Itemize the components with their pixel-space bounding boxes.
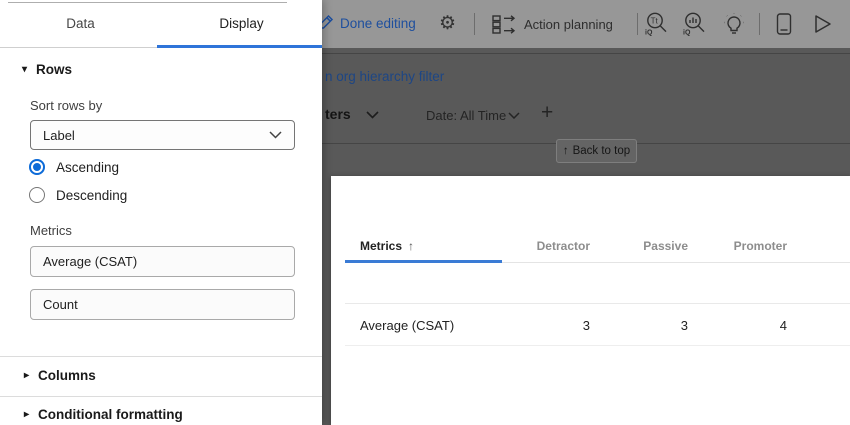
action-planning-label[interactable]: Action planning bbox=[524, 16, 613, 32]
chevron-down-icon bbox=[366, 111, 379, 119]
radio-descending[interactable]: Descending bbox=[29, 187, 127, 203]
mobile-preview-icon[interactable] bbox=[776, 0, 792, 48]
add-filter-button[interactable]: + bbox=[541, 101, 554, 124]
text-iq-icon[interactable]: Tt iQ bbox=[644, 0, 672, 48]
chevron-down-icon bbox=[269, 131, 282, 139]
date-filter[interactable]: Date: All Time bbox=[426, 108, 507, 123]
action-planning-icon[interactable] bbox=[492, 0, 516, 48]
svg-text:iQ: iQ bbox=[645, 30, 653, 37]
sort-ascending-icon: ↑ bbox=[408, 239, 415, 253]
done-editing-button[interactable]: Done editing bbox=[340, 16, 416, 31]
radio-ascending[interactable]: Ascending bbox=[29, 159, 119, 175]
metric-item-count[interactable]: Count bbox=[30, 289, 295, 320]
radio-unselected-icon bbox=[29, 187, 45, 203]
dashboard-toolbar bbox=[322, 0, 850, 48]
radio-selected-icon bbox=[29, 159, 45, 175]
caret-down-icon: ▾ bbox=[22, 64, 28, 75]
section-divider bbox=[0, 396, 322, 397]
toolbar-divider bbox=[759, 13, 760, 35]
table-widget-card: Metrics ↑ Detractor Passive Promoter Cou… bbox=[331, 176, 850, 425]
stats-iq-icon[interactable]: iQ bbox=[682, 0, 710, 48]
lightbulb-icon[interactable] bbox=[722, 0, 746, 48]
up-arrow-icon: ↑ bbox=[562, 145, 569, 157]
toolbar-divider bbox=[474, 13, 475, 35]
row-divider bbox=[345, 303, 850, 304]
header-divider bbox=[502, 262, 850, 263]
section-conditional-formatting[interactable]: ▸ Conditional formatting bbox=[24, 407, 183, 422]
table-cell: 4 bbox=[779, 318, 787, 333]
table-row-label: Average (CSAT) bbox=[360, 318, 455, 333]
sort-rows-by-select[interactable]: Label bbox=[30, 120, 295, 150]
active-tab-underline bbox=[157, 45, 322, 48]
svg-text:Tt: Tt bbox=[651, 17, 659, 26]
display-settings-panel: Data Display ▾ Rows Sort rows by Label A… bbox=[0, 0, 322, 425]
section-columns[interactable]: ▸ Columns bbox=[24, 368, 96, 383]
org-hierarchy-filter-link[interactable]: n org hierarchy filter bbox=[325, 69, 445, 84]
filters-label-partial[interactable]: ters bbox=[325, 106, 351, 122]
settings-gear-icon[interactable]: ⚙ bbox=[439, 13, 457, 34]
table-cell: 3 bbox=[680, 318, 688, 333]
section-divider bbox=[0, 356, 322, 357]
toolbar-divider bbox=[637, 13, 638, 35]
column-header-detractor[interactable]: Detractor bbox=[536, 239, 590, 253]
sorted-column-underline bbox=[345, 260, 502, 263]
tab-display[interactable]: Display bbox=[219, 16, 264, 31]
toolbar-bottom-divider bbox=[322, 53, 850, 54]
chevron-down-icon bbox=[508, 112, 520, 119]
column-header-promoter[interactable]: Promoter bbox=[733, 239, 787, 253]
caret-right-icon: ▸ bbox=[24, 409, 30, 420]
tab-divider bbox=[0, 47, 157, 48]
svg-text:iQ: iQ bbox=[683, 30, 691, 37]
tab-data[interactable]: Data bbox=[66, 16, 95, 31]
metric-item-average-csat[interactable]: Average (CSAT) bbox=[30, 246, 295, 277]
play-preview-icon[interactable] bbox=[814, 0, 832, 48]
table-cell: 3 bbox=[582, 318, 590, 333]
section-rows[interactable]: ▾ Rows bbox=[22, 62, 73, 77]
metrics-label: Metrics bbox=[30, 223, 72, 238]
panel-top-divider bbox=[8, 2, 287, 3]
row-divider bbox=[345, 345, 850, 346]
caret-right-icon: ▸ bbox=[24, 370, 30, 381]
sort-rows-by-label: Sort rows by bbox=[30, 98, 103, 113]
back-to-top-button[interactable]: ↑ Back to top bbox=[556, 139, 637, 163]
metrics-column-header[interactable]: Metrics ↑ bbox=[360, 239, 415, 253]
column-header-passive[interactable]: Passive bbox=[643, 239, 688, 253]
